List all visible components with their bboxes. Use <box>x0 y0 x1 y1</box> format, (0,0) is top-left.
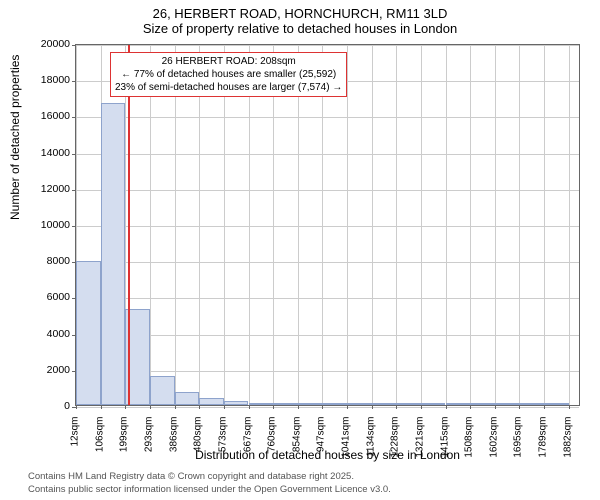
plot-area: 26 HERBERT ROAD: 208sqm ← 77% of detache… <box>75 44 580 406</box>
x-tick-label: 12sqm <box>70 417 81 467</box>
gridline-v <box>249 45 250 405</box>
x-tick-label: 1415sqm <box>439 417 450 467</box>
histogram-bar <box>396 403 421 405</box>
y-tick-label: 16000 <box>41 110 70 122</box>
gridline-v <box>495 45 496 405</box>
x-tick-label: 106sqm <box>94 417 105 467</box>
gridline-v <box>175 45 176 405</box>
histogram-bar <box>519 403 544 405</box>
x-tick-label: 386sqm <box>168 417 179 467</box>
annotation-line-3: 23% of semi-detached houses are larger (… <box>115 81 342 94</box>
y-tick-label: 0 <box>64 400 70 412</box>
histogram-bar <box>101 103 126 405</box>
chart-title-main: 26, HERBERT ROAD, HORNCHURCH, RM11 3LD <box>0 0 600 21</box>
x-tick-label: 1882sqm <box>562 417 573 467</box>
gridline-v <box>470 45 471 405</box>
x-tick-label: 947sqm <box>316 417 327 467</box>
marker-line <box>128 45 130 405</box>
histogram-bar <box>544 403 569 405</box>
y-tick-label: 2000 <box>47 364 70 376</box>
y-tick-label: 14000 <box>41 147 70 159</box>
gridline-h <box>76 45 579 46</box>
x-tick-label: 1695sqm <box>513 417 524 467</box>
gridline-h <box>76 190 579 191</box>
histogram-bar <box>199 398 224 405</box>
footer-attribution: Contains HM Land Registry data © Crown c… <box>28 471 391 496</box>
histogram-bar <box>150 376 175 405</box>
x-tick-label: 1508sqm <box>464 417 475 467</box>
y-tick-label: 8000 <box>47 255 70 267</box>
gridline-h <box>76 407 579 408</box>
histogram-bar <box>372 403 397 405</box>
chart-title-sub: Size of property relative to detached ho… <box>0 21 600 40</box>
histogram-bar <box>76 261 101 405</box>
histogram-bar <box>322 403 347 405</box>
y-tick-label: 18000 <box>41 74 70 86</box>
histogram-bar <box>446 403 471 405</box>
histogram-bar <box>298 403 323 405</box>
y-tick-label: 4000 <box>47 328 70 340</box>
footer-line-2: Contains public sector information licen… <box>28 484 391 496</box>
gridline-h <box>76 226 579 227</box>
gridline-v <box>569 45 570 405</box>
gridline-v <box>298 45 299 405</box>
x-tick-label: 1228sqm <box>390 417 401 467</box>
histogram-bar <box>224 401 249 405</box>
y-tick-label: 20000 <box>41 38 70 50</box>
x-tick-label: 854sqm <box>291 417 302 467</box>
x-tick-label: 293sqm <box>144 417 155 467</box>
x-tick-label: 480sqm <box>193 417 204 467</box>
histogram-bar <box>175 392 200 405</box>
footer-line-1: Contains HM Land Registry data © Crown c… <box>28 471 391 483</box>
gridline-h <box>76 298 579 299</box>
gridline-v <box>273 45 274 405</box>
x-tick-label: 573sqm <box>217 417 228 467</box>
x-tick-label: 1789sqm <box>538 417 549 467</box>
gridline-h <box>76 262 579 263</box>
histogram-bar <box>421 403 446 405</box>
gridline-v <box>224 45 225 405</box>
annotation-box: 26 HERBERT ROAD: 208sqm ← 77% of detache… <box>110 52 347 97</box>
histogram-bar <box>470 403 495 405</box>
y-tick-label: 10000 <box>41 219 70 231</box>
gridline-v <box>372 45 373 405</box>
gridline-h <box>76 154 579 155</box>
x-tick-label: 1602sqm <box>488 417 499 467</box>
y-tick-label: 6000 <box>47 291 70 303</box>
gridline-v <box>446 45 447 405</box>
chart-container: { "title": { "main": "26, HERBERT ROAD, … <box>0 0 600 500</box>
histogram-bar <box>347 403 372 405</box>
gridline-v <box>544 45 545 405</box>
histogram-bar <box>495 403 520 405</box>
x-tick-label: 760sqm <box>267 417 278 467</box>
y-axis-label: Number of detached properties <box>8 55 22 220</box>
gridline-v <box>421 45 422 405</box>
histogram-bar <box>273 403 298 405</box>
annotation-line-1: 26 HERBERT ROAD: 208sqm <box>115 55 342 68</box>
x-tick-label: 1041sqm <box>341 417 352 467</box>
gridline-v <box>150 45 151 405</box>
x-tick-label: 1321sqm <box>414 417 425 467</box>
histogram-bar <box>249 403 274 405</box>
y-tick-label: 12000 <box>41 183 70 195</box>
gridline-h <box>76 335 579 336</box>
gridline-v <box>519 45 520 405</box>
gridline-v <box>396 45 397 405</box>
gridline-v <box>347 45 348 405</box>
gridline-v <box>322 45 323 405</box>
gridline-v <box>199 45 200 405</box>
gridline-h <box>76 371 579 372</box>
annotation-line-2: ← 77% of detached houses are smaller (25… <box>115 68 342 81</box>
x-tick-label: 1134sqm <box>365 417 376 467</box>
x-tick-label: 667sqm <box>242 417 253 467</box>
x-tick-label: 199sqm <box>119 417 130 467</box>
gridline-h <box>76 117 579 118</box>
